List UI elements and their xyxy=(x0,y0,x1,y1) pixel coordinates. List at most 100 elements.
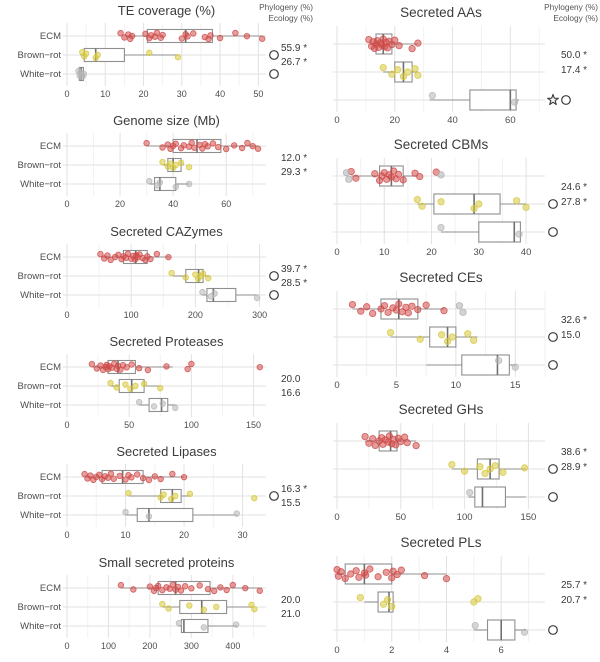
group-label-brown-rot: Brown−rot xyxy=(18,50,62,61)
stats-header-ecology: Ecology (%) xyxy=(553,13,598,23)
jitter-point xyxy=(165,604,172,612)
jitter-point xyxy=(165,253,172,260)
jitter-point xyxy=(139,475,147,482)
panel-te-coverage: TE coverage (%) Phylogeny (%)Ecology (%) E… xyxy=(18,2,314,99)
stats-header-phylogeny: Phylogeny (%) xyxy=(544,2,598,12)
stat-value-phylogeny: 50.0 * xyxy=(561,50,587,61)
jitter-point xyxy=(442,574,451,582)
boxplot-white-rot xyxy=(75,66,279,82)
stat-value-ecology: 29.3 * xyxy=(281,167,307,178)
jitter-point xyxy=(395,300,403,308)
jitter-point xyxy=(128,474,135,481)
jitter-point xyxy=(251,495,258,502)
jitter-point xyxy=(142,30,149,38)
jitter-point xyxy=(448,333,456,341)
jitter-point xyxy=(159,600,166,607)
left-column: TE coverage (%) Phylogeny (%) Ecology (%) E… xyxy=(18,2,314,651)
jitter-point xyxy=(464,329,472,338)
jitter-point xyxy=(146,582,154,590)
jitter-point xyxy=(184,365,191,373)
jitter-point xyxy=(107,379,114,387)
jitter-point xyxy=(204,143,211,150)
jitter-point xyxy=(437,198,445,206)
jitter-point xyxy=(180,142,187,149)
stat-value-phylogeny: 32.6 * xyxy=(561,315,587,326)
x-tick-label: 60 xyxy=(221,199,231,209)
stats-header-phylogeny: Phylogeny (%) xyxy=(259,2,313,12)
box xyxy=(474,486,506,508)
panel-secreted-cbms: Secreted CBMs 0 10 20 30 40 24.6 * 27.8 * xyxy=(333,137,587,258)
group-label-white-rot: White−rot xyxy=(20,511,61,522)
x-tick-label: 40 xyxy=(521,247,532,258)
panel-title: Small secreted proteins xyxy=(99,555,235,570)
x-tick-label: 4 xyxy=(444,645,449,656)
jitter-point xyxy=(443,337,452,345)
x-tick-label: 50 xyxy=(124,420,134,430)
jitter-point xyxy=(146,178,153,185)
jitter-point xyxy=(153,250,161,257)
group-label-brown-rot: Brown−rot xyxy=(18,271,62,282)
boxplot-ecm xyxy=(117,580,263,595)
jitter-point xyxy=(135,364,143,372)
jitter-point xyxy=(395,42,403,50)
jitter-point xyxy=(223,586,230,593)
x-tick-label: 300 xyxy=(252,310,267,320)
stat-value-ecology: 15.5 xyxy=(281,498,301,509)
jitter-point xyxy=(196,581,203,589)
jitter-point xyxy=(412,442,420,450)
jitter-point xyxy=(394,66,402,74)
group-label-ecm: ECM xyxy=(40,583,61,594)
jitter-point xyxy=(94,51,101,59)
jitter-point xyxy=(181,582,189,590)
jitter-point xyxy=(107,256,114,263)
jitter-point xyxy=(243,32,251,40)
x-tick-label: 0 xyxy=(65,310,70,320)
boxplot-white-rot xyxy=(466,486,558,508)
jitter-point xyxy=(172,162,179,169)
jitter-point xyxy=(408,45,416,53)
x-tick-label: 0 xyxy=(65,89,70,99)
jitter-point xyxy=(216,34,224,42)
x-tick-label: 50 xyxy=(253,89,263,99)
jitter-point xyxy=(511,363,519,371)
x-tick-label: 100 xyxy=(184,420,199,430)
jitter-point xyxy=(416,335,424,343)
box xyxy=(433,193,501,215)
significance-circle-symbol xyxy=(269,491,279,502)
x-tick-label: 40 xyxy=(215,89,225,99)
jitter-point xyxy=(97,250,104,257)
jitter-point-gray xyxy=(437,171,445,179)
jitter-point xyxy=(404,309,412,317)
x-tick-label: 0 xyxy=(334,115,339,126)
jitter-point xyxy=(371,170,379,178)
boxplot-brown-rot xyxy=(448,458,558,480)
x-tick-label: 20 xyxy=(390,115,401,126)
box xyxy=(136,508,194,523)
stat-value-ecology: 15.0 xyxy=(561,330,581,341)
jitter-point xyxy=(428,91,436,100)
x-tick-label: 0 xyxy=(334,380,339,391)
jitter-point xyxy=(515,230,523,239)
jitter-point xyxy=(394,171,403,179)
jitter-point xyxy=(491,462,499,470)
panel-secreted-pls: Secreted PLs 0 2 4 6 25.7 * 20.7 * xyxy=(333,535,587,656)
jitter-point xyxy=(437,224,445,232)
jitter-point xyxy=(393,570,401,578)
jitter-point xyxy=(414,71,422,79)
significance-circle-symbol xyxy=(548,492,558,503)
jitter-point xyxy=(200,623,208,631)
jitter-point xyxy=(188,139,195,147)
jitter-point xyxy=(153,29,161,36)
x-tick-label: 5 xyxy=(394,380,399,391)
jitter-point xyxy=(217,583,224,591)
stat-value-ecology: 17.4 * xyxy=(561,65,587,76)
significance-circle-symbol xyxy=(269,50,279,60)
group-label-white-rot: White−rot xyxy=(20,290,61,301)
jitter-point xyxy=(123,364,130,371)
boxplot-ecm xyxy=(97,249,172,264)
jitter-point xyxy=(474,594,482,602)
x-tick-label: 40 xyxy=(447,115,458,126)
x-tick-label: 200 xyxy=(188,310,203,320)
boxplot-brown-rot xyxy=(356,591,482,613)
